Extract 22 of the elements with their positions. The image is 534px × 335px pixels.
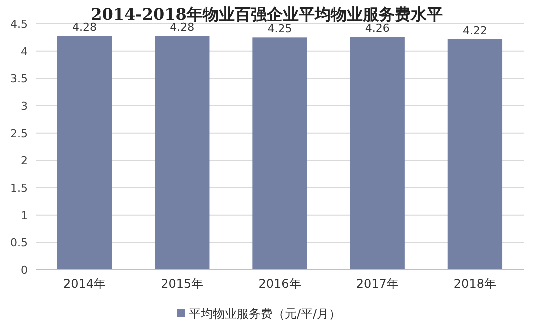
y-tick-label: 0.5 <box>10 236 28 250</box>
x-tick-label: 2017年 <box>356 277 399 291</box>
legend-label: 平均物业服务费（元/平/月） <box>189 307 342 321</box>
chart-title: 2014-2018年物业百强企业平均物业服务费水平 <box>91 5 443 24</box>
y-tick-label: 2 <box>21 154 28 168</box>
data-label: 4.25 <box>268 22 292 36</box>
data-label: 4.28 <box>170 21 195 34</box>
y-tick-label: 3.5 <box>10 72 28 86</box>
x-tick-label: 2016年 <box>258 277 302 291</box>
x-tick-label: 2018年 <box>454 277 496 291</box>
x-tick-label: 2015年 <box>161 277 204 291</box>
data-label: 4.28 <box>72 21 98 34</box>
data-label: 4.26 <box>365 22 390 36</box>
x-tick-label: 2014年 <box>64 277 106 291</box>
y-tick-label: 2.5 <box>10 127 28 140</box>
y-tick-label: 4.5 <box>10 18 28 31</box>
y-tick-label: 0 <box>21 264 28 277</box>
y-tick-label: 4 <box>21 45 28 58</box>
y-tick-label: 3 <box>21 100 28 113</box>
y-tick-label: 1.5 <box>10 182 28 195</box>
data-label: 4.22 <box>462 24 488 38</box>
y-tick-label: 1 <box>21 209 28 222</box>
